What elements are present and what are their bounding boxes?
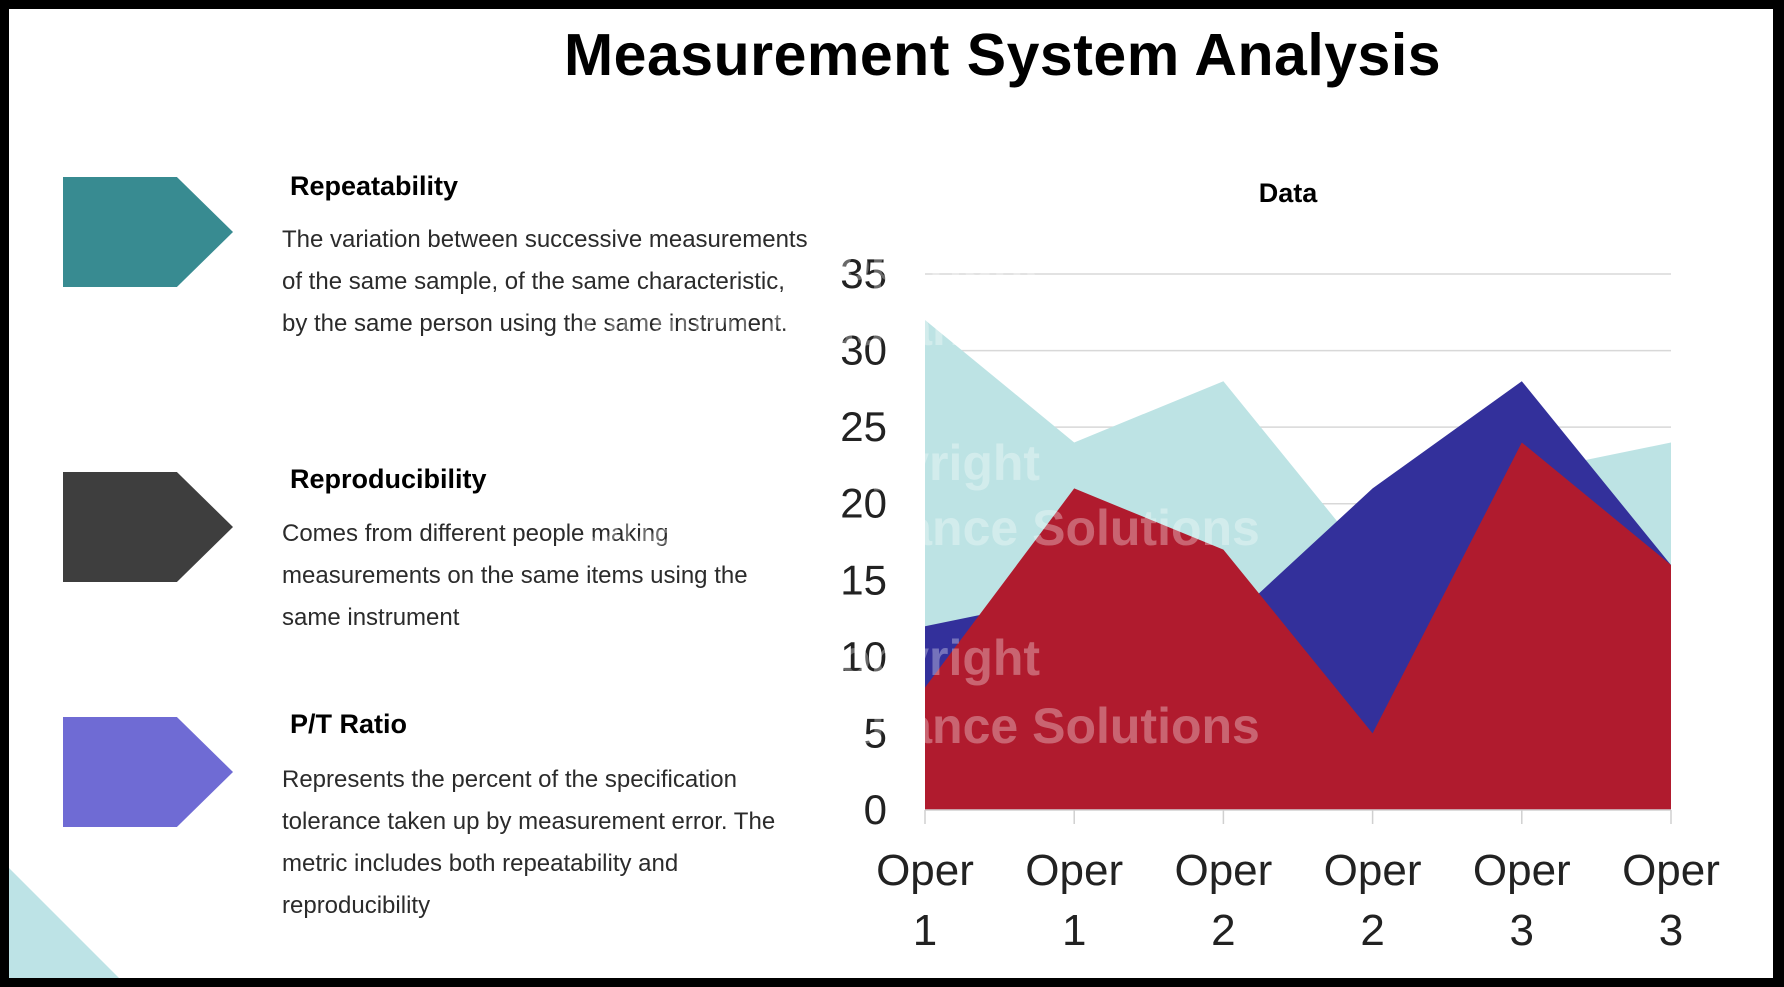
x-tick-label: Oper (1622, 846, 1720, 895)
y-tick-label: 35 (840, 250, 887, 297)
y-tick-label: 0 (864, 786, 887, 833)
x-tick-label: Oper (876, 846, 974, 895)
y-tick-label: 15 (840, 556, 887, 603)
x-tick-label: Oper (1324, 846, 1422, 895)
chart-title: Data (1259, 178, 1319, 208)
y-tick-label: 5 (864, 709, 887, 756)
repeatability-heading: Repeatability (290, 171, 459, 201)
pt-ratio-heading: P/T Ratio (290, 709, 408, 739)
slide-title: Measurement System Analysis (564, 22, 1442, 88)
x-tick-label: Oper (1473, 846, 1571, 895)
y-tick-label: 30 (840, 327, 887, 374)
corner-decoration (9, 868, 119, 978)
x-tick-label: 2 (1360, 906, 1384, 955)
pt-ratio-description: Represents the percent of the specificat… (282, 766, 776, 919)
x-tick-label: 3 (1659, 906, 1683, 955)
area-series-3 (925, 442, 1671, 810)
y-tick-label: 10 (840, 633, 887, 680)
x-tick-label: Oper (1174, 846, 1272, 895)
x-tick-label: Oper (1025, 846, 1123, 895)
y-tick-label: 25 (840, 403, 887, 450)
area-chart: Oper1Oper1Oper2Oper2Oper3Oper30510152025… (840, 178, 1720, 955)
x-tick-label: 2 (1211, 906, 1235, 955)
y-tick-label: 20 (840, 480, 887, 527)
x-tick-label: 3 (1510, 906, 1534, 955)
x-tick-label: 1 (913, 906, 937, 955)
reproducibility-heading: Reproducibility (290, 464, 487, 494)
x-tick-label: 1 (1062, 906, 1086, 955)
reproducibility-description: Comes from different people making measu… (282, 520, 748, 631)
slide: Measurement System Analysis Repeatabilit… (9, 9, 1773, 978)
repeatability-description: The variation between successive measure… (282, 226, 808, 337)
